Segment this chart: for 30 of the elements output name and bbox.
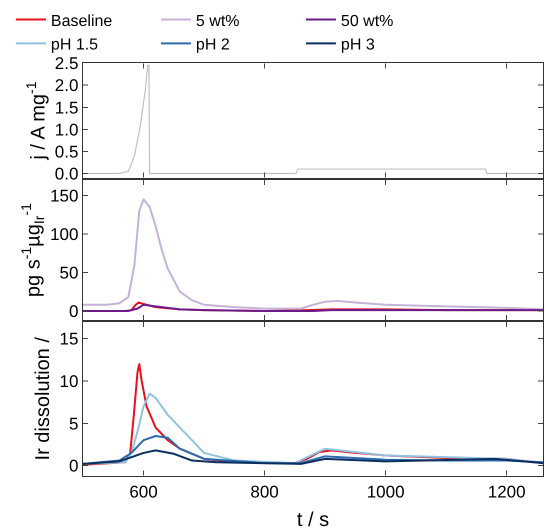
y-tick-label: 50 bbox=[60, 263, 78, 282]
y-tick-label: 0.0 bbox=[54, 164, 78, 184]
y-tick-label: 1.5 bbox=[54, 98, 78, 118]
line-series bbox=[83, 435, 543, 465]
legend-label: pH 2 bbox=[196, 36, 230, 54]
y-tick-label: 10 bbox=[60, 372, 78, 391]
legend-label: Baseline bbox=[50, 12, 112, 30]
y-tick-label: 1.0 bbox=[54, 120, 78, 140]
legend-label: 5 wt% bbox=[196, 12, 240, 30]
y-tick-label: 0 bbox=[68, 456, 78, 476]
legend-label: 50 wt% bbox=[340, 12, 394, 30]
y-axis-title: Ir dissolution / bbox=[32, 336, 54, 460]
y-tick-label: 0 bbox=[68, 302, 78, 321]
legend-label: pH 1.5 bbox=[50, 36, 98, 54]
y-tick-label: 2.0 bbox=[54, 76, 78, 96]
y-tick-label: 15 bbox=[60, 330, 78, 349]
y-tick-label: 5 bbox=[68, 414, 78, 434]
x-tick-label: 1000 bbox=[366, 482, 405, 502]
y-tick-label: 100 bbox=[50, 224, 78, 244]
line-series bbox=[83, 304, 543, 312]
legend-label: pH 3 bbox=[340, 36, 375, 54]
x-tick-label: 1200 bbox=[488, 482, 526, 502]
x-tick-label: 600 bbox=[129, 482, 158, 502]
line-series bbox=[83, 198, 543, 310]
y-tick-label: 0.5 bbox=[54, 142, 78, 162]
line-series bbox=[83, 449, 543, 465]
y-tick-label: 150 bbox=[50, 186, 78, 206]
y-tick-label: 2.5 bbox=[54, 54, 78, 74]
x-tick-label: 800 bbox=[250, 482, 279, 502]
x-axis-title: t / s bbox=[296, 509, 330, 531]
